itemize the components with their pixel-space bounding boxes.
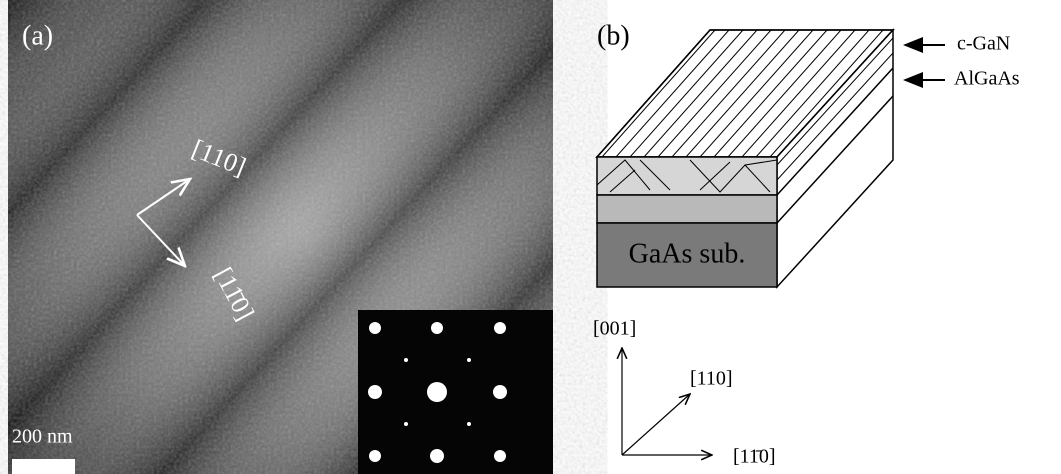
diffraction-spot — [494, 450, 506, 462]
axes-indicator — [622, 348, 712, 455]
panel-label: (b) — [597, 20, 630, 51]
diffraction-spot — [368, 385, 382, 399]
panel-label: (a) — [22, 20, 53, 51]
axis-label: [110] — [690, 368, 733, 390]
page: {"panel_a": {"label": "(a)", "direction_… — [0, 0, 1061, 474]
diffraction-spot — [430, 449, 444, 463]
body: (a) [110] [11̄0] 200 nm (b) GaAs sub. c-… — [0, 0, 1061, 474]
layer-diagram — [560, 30, 1009, 287]
diffraction-spot — [369, 322, 381, 334]
diffraction-spot — [369, 450, 381, 462]
layer-label: c-GaN — [957, 33, 1010, 55]
diffraction-spot — [493, 385, 507, 399]
diffraction-spot — [404, 422, 408, 426]
diffraction-spot — [404, 358, 408, 362]
axis-label: [11̄0] — [733, 446, 776, 468]
axis-label: [001] — [593, 318, 636, 340]
diffraction-spot — [427, 382, 447, 402]
layer-label: GaAs sub. — [629, 238, 746, 269]
figure: (a) [110] [11̄0] 200 nm (b) GaAs sub. c-… — [0, 0, 1061, 474]
diffraction-spot — [467, 358, 471, 362]
diffraction-spot — [494, 322, 506, 334]
diffraction-spot — [467, 422, 471, 426]
scale-label: 200 nm — [12, 426, 73, 448]
scale-bar — [12, 459, 75, 474]
layer-label: AlGaAs — [954, 68, 1020, 90]
diffraction-spot — [431, 322, 443, 334]
diffraction-inset — [358, 310, 553, 474]
